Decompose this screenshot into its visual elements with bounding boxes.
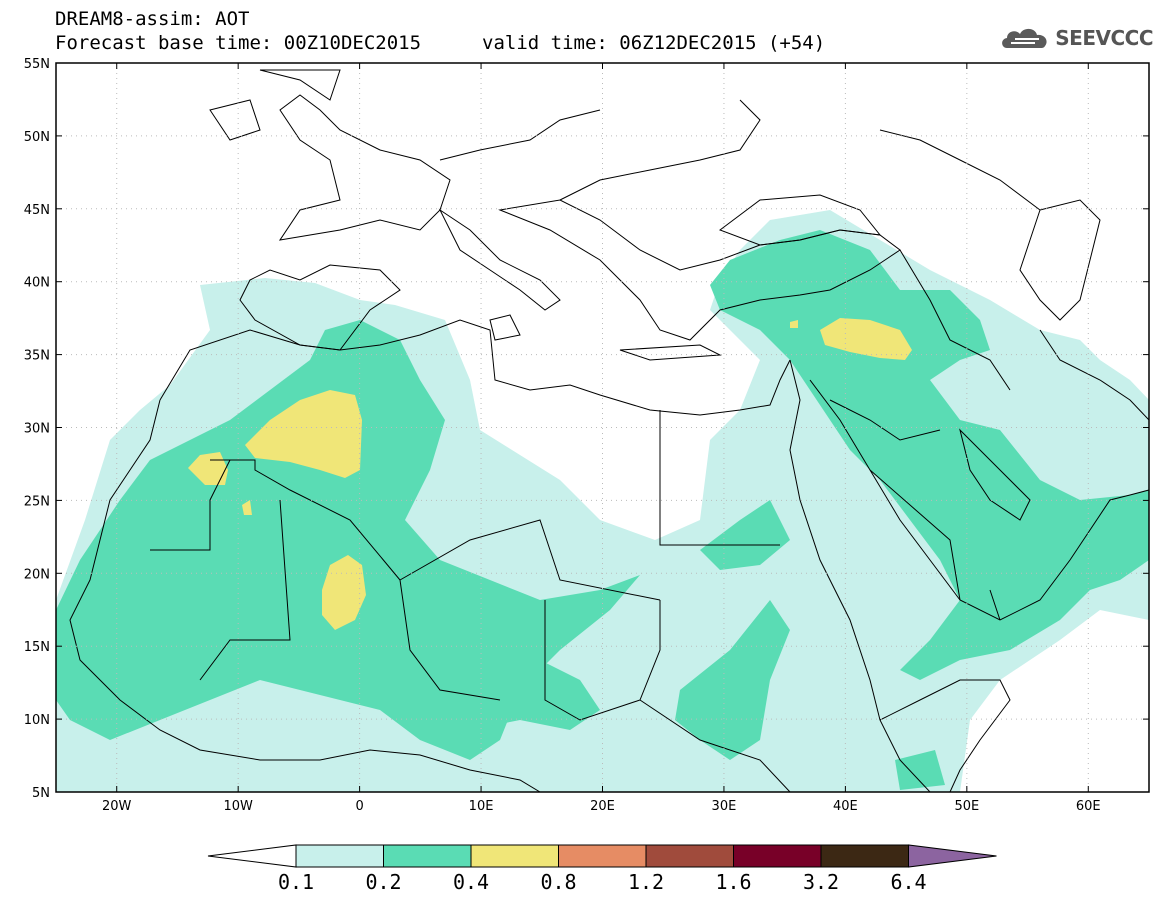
- seevccc-logo: SEEVCCC: [999, 24, 1153, 52]
- colorbar-segment: [295, 844, 384, 868]
- colorbar-label: 0.8: [540, 870, 576, 894]
- lon-tick-label: 0: [355, 799, 363, 814]
- colorbar-label: 0.4: [453, 870, 489, 894]
- colorbar-under-arrow: [207, 844, 297, 868]
- lon-tick-label: 10W: [223, 799, 253, 814]
- colorbar-segment: [733, 844, 822, 868]
- colorbar-label: 1.6: [715, 870, 751, 894]
- lat-tick-label: 30N: [24, 422, 50, 437]
- lat-tick-label: 55N: [24, 57, 50, 72]
- coastlines-borders: [69, 69, 1149, 792]
- lon-tick-label: 20W: [102, 799, 132, 814]
- valid-time: valid time: 06Z12DEC2015 (+54): [482, 32, 826, 54]
- lat-tick-label: 20N: [24, 567, 50, 582]
- lon-tick-label: 30E: [712, 799, 737, 814]
- colorbar: 0.1 0.2 0.4 0.8 1.2 1.6 3.2 6.4: [207, 844, 997, 894]
- logo-text: SEEVCCC: [1055, 26, 1153, 50]
- lat-tick-label: 5N: [32, 786, 50, 801]
- lat-tick-label: 45N: [24, 203, 50, 218]
- colorbar-segment: [383, 844, 472, 868]
- aot-level-0.4: [188, 318, 912, 630]
- cloud-icon: [1002, 28, 1047, 48]
- tick-marks: [56, 62, 1149, 793]
- lat-tick-label: 40N: [24, 276, 50, 291]
- lat-tick-label: 25N: [24, 494, 50, 509]
- lon-tick-label: 60E: [1076, 799, 1101, 814]
- forecast-base-time: Forecast base time: 00Z10DEC2015: [55, 32, 422, 54]
- lon-tick-labels: 20W 10W 0 10E 20E 30E 40E 50E 60E: [102, 799, 1101, 814]
- colorbar-label: 0.2: [365, 870, 401, 894]
- lon-tick-label: 50E: [954, 799, 979, 814]
- colorbar-segment: [470, 844, 559, 868]
- colorbar-segment: [820, 844, 909, 868]
- lat-tick-label: 50N: [24, 130, 50, 145]
- lon-tick-label: 10E: [469, 799, 494, 814]
- aot-shading: [56, 210, 1149, 792]
- colorbar-segment: [558, 844, 647, 868]
- lat-tick-labels: 55N 50N 45N 40N 35N 30N 25N 20N 15N 10N 5N: [24, 57, 50, 801]
- lat-tick-label: 35N: [24, 349, 50, 364]
- colorbar-segment: [645, 844, 734, 868]
- lon-tick-label: 40E: [833, 799, 858, 814]
- colorbar-label: 3.2: [803, 870, 839, 894]
- colorbar-over-arrow: [908, 844, 997, 868]
- colorbar-label: 0.1: [278, 870, 314, 894]
- lat-tick-label: 10N: [24, 713, 50, 728]
- colorbar-label: 6.4: [890, 870, 926, 894]
- map-title: DREAM8-assim: AOT: [55, 8, 250, 30]
- aot-level-0.2: [56, 230, 1149, 790]
- lat-tick-label: 15N: [24, 640, 50, 655]
- colorbar-label: 1.2: [628, 870, 664, 894]
- lon-tick-label: 20E: [590, 799, 615, 814]
